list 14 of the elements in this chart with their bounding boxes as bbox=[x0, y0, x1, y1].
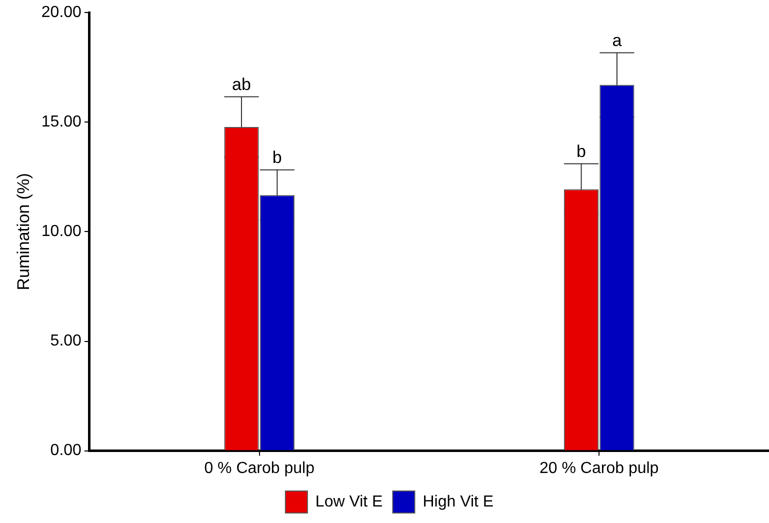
legend-label: High Vit E bbox=[422, 493, 494, 510]
y-tick-label: 15.00 bbox=[41, 114, 82, 131]
annotation: b bbox=[576, 142, 586, 161]
annotation: a bbox=[612, 30, 622, 50]
legend-label: Low Vit E bbox=[315, 493, 383, 510]
annotation: b bbox=[272, 148, 282, 168]
y-tick-label: 5.00 bbox=[50, 332, 82, 350]
x-tick-label: 0 % Carob pulp bbox=[204, 460, 315, 477]
y-tick-label: 20.00 bbox=[41, 4, 82, 22]
y-tick-label: 0.00 bbox=[50, 442, 82, 460]
x-tick-label: 20 % Carob pulp bbox=[540, 460, 659, 477]
annotation: ab bbox=[232, 74, 251, 94]
y-tick-label: 10.00 bbox=[41, 223, 82, 240]
y-axis-title: Rumination (%) bbox=[14, 173, 33, 290]
